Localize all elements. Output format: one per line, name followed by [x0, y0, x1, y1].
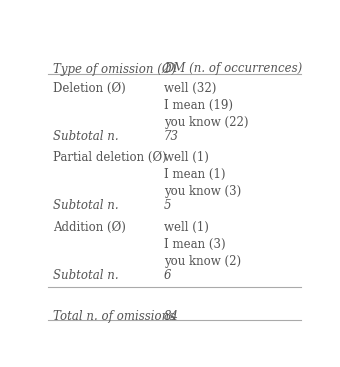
Text: Type of omission (Ø): Type of omission (Ø): [53, 62, 176, 76]
Text: Deletion (Ø): Deletion (Ø): [53, 82, 126, 95]
Text: well (32)
I mean (19)
you know (22): well (32) I mean (19) you know (22): [164, 82, 248, 129]
Text: 84: 84: [164, 310, 179, 323]
Text: Addition (Ø): Addition (Ø): [53, 221, 126, 234]
Text: 73: 73: [164, 130, 179, 143]
Text: 5: 5: [164, 200, 171, 212]
Text: DM (n. of occurrences): DM (n. of occurrences): [164, 62, 302, 75]
Text: well (1)
I mean (1)
you know (3): well (1) I mean (1) you know (3): [164, 152, 241, 199]
Text: well (1)
I mean (3)
you know (2): well (1) I mean (3) you know (2): [164, 221, 241, 268]
Text: Subtotal n.: Subtotal n.: [53, 269, 119, 282]
Text: Subtotal n.: Subtotal n.: [53, 130, 119, 143]
Text: Partial deletion (Ø): Partial deletion (Ø): [53, 152, 167, 164]
Text: Subtotal n.: Subtotal n.: [53, 200, 119, 212]
Text: Total n. of omissions: Total n. of omissions: [53, 310, 175, 323]
Text: 6: 6: [164, 269, 171, 282]
